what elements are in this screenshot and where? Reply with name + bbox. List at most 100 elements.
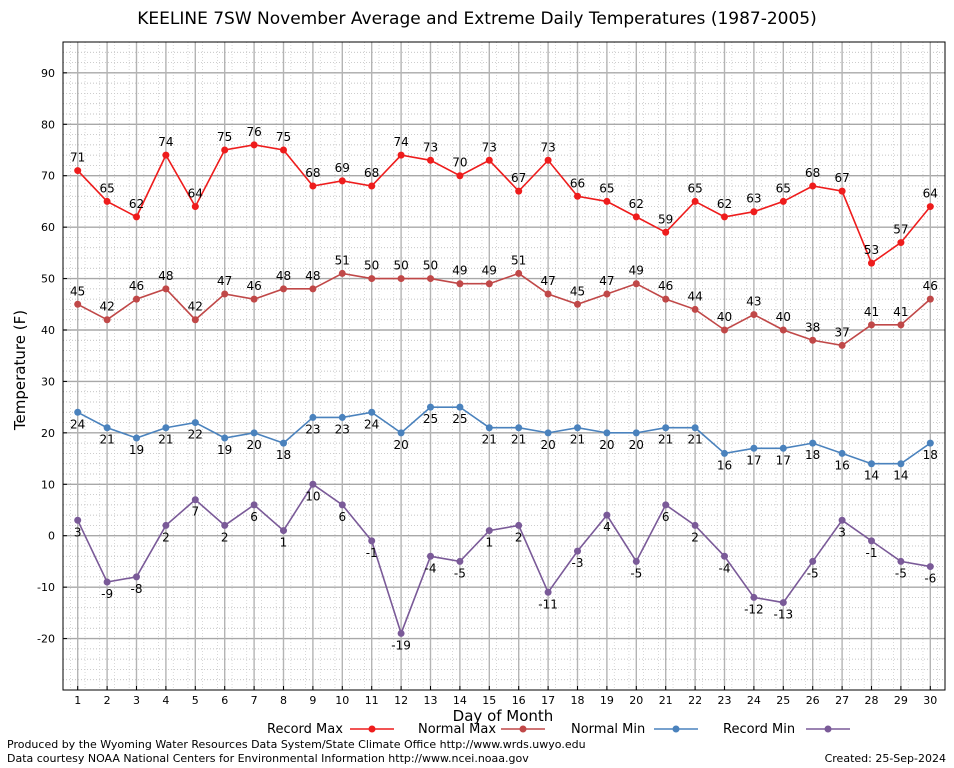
normal-min-point: [515, 424, 523, 432]
normal-min-data-label: 19: [129, 443, 144, 457]
normal-min-point: [456, 403, 464, 411]
normal-min-data-label: 20: [246, 438, 261, 452]
normal-max-point: [103, 316, 111, 324]
normal-max-data-label: 45: [70, 284, 85, 298]
normal-max-data-label: 47: [540, 274, 555, 288]
normal-max-data-label: 48: [305, 269, 320, 283]
normal-max-point: [133, 295, 140, 303]
normal-max-line: [77, 272, 931, 347]
normal-min-point: [691, 424, 699, 432]
normal-min-data-label: 25: [452, 412, 467, 426]
record-max-point: [397, 151, 405, 159]
normal-max-point: [427, 275, 434, 283]
y-tick-label: -10: [37, 581, 55, 594]
record-max-point: [779, 197, 787, 205]
record-min-point: [191, 496, 199, 504]
record-min-point: [750, 593, 758, 601]
record-min-data-label: -5: [630, 566, 642, 580]
record-max-data-label: 62: [717, 197, 732, 211]
x-tick-label: 5: [192, 694, 199, 707]
record-min-data-label: -6: [924, 572, 936, 586]
record-min-data-label: 6: [662, 510, 670, 524]
record-max-point: [485, 156, 493, 164]
normal-min-point: [162, 424, 170, 432]
record-min-point: [721, 552, 728, 560]
record-min-data-label: 3: [838, 525, 846, 539]
plot-frame: [62, 41, 946, 691]
normal-max-data-label: 46: [658, 279, 673, 293]
normal-max-point: [779, 326, 787, 334]
x-tick-label: 23: [718, 694, 732, 707]
record-max-data-label: 65: [776, 181, 791, 195]
record-min-data-label: 7: [191, 505, 199, 519]
normal-max-data-label: 44: [687, 289, 702, 303]
record-max-point: [868, 259, 875, 267]
x-tick-label: 19: [600, 694, 614, 707]
record-max-data-label: 67: [511, 171, 526, 185]
record-min-data-label: -4: [425, 561, 437, 575]
record-min-data-label: -8: [131, 582, 143, 596]
record-min-data-label: -4: [719, 561, 731, 575]
normal-min-point: [662, 424, 670, 432]
x-tick-label: 15: [482, 694, 496, 707]
record-min-point: [515, 521, 523, 529]
normal-max-data-label: 41: [893, 305, 908, 319]
record-max-data-label: 68: [364, 166, 379, 180]
normal-min-data-label: 21: [482, 433, 497, 447]
record-min-point: [662, 501, 670, 509]
record-min-data-label: 3: [74, 525, 82, 539]
normal-min-point: [191, 419, 199, 427]
normal-min-data-label: 22: [188, 428, 203, 442]
legend-label-record-max: Record Max: [267, 722, 343, 737]
normal-max-data-label: 49: [482, 264, 497, 278]
record-max-data-label: 75: [276, 130, 291, 144]
record-min-point: [485, 527, 493, 535]
normal-min-data-label: 24: [70, 417, 85, 431]
record-max-data-label: 64: [923, 187, 938, 201]
x-tick-label: 29: [894, 694, 908, 707]
normal-max-data-label: 51: [335, 253, 350, 267]
record-min-point: [368, 537, 376, 545]
record-min-point: [809, 557, 817, 565]
normal-max-point: [662, 295, 670, 303]
normal-max-data-label: 38: [805, 320, 820, 334]
legend-marker-normal-min: [672, 725, 680, 733]
normal-min-data-label: 16: [834, 458, 849, 472]
record-min-point: [926, 563, 934, 571]
normal-max-data-label: 51: [511, 253, 526, 267]
normal-max-data-label: 50: [423, 259, 438, 273]
normal-max-point: [368, 275, 376, 283]
record-min-point: [133, 573, 140, 581]
normal-min-data-label: 16: [717, 458, 732, 472]
record-max-point: [721, 213, 728, 221]
normal-min-point: [338, 413, 346, 421]
x-tick-label: 27: [835, 694, 849, 707]
normal-max-point: [397, 275, 405, 283]
normal-max-point: [221, 290, 229, 298]
normal-min-point: [280, 439, 287, 447]
y-tick-label: -20: [37, 633, 55, 646]
record-max-data-label: 70: [452, 156, 467, 170]
record-max-data-label: 65: [687, 181, 702, 195]
record-min-point: [691, 521, 699, 529]
record-max-point: [750, 208, 758, 216]
normal-max-point: [632, 280, 640, 288]
record-min-data-label: -11: [538, 597, 558, 611]
record-min-point: [162, 521, 170, 529]
y-tick-label: 50: [41, 273, 55, 286]
record-min-point: [103, 578, 111, 586]
record-min-point: [838, 516, 846, 524]
legend-marker-record-max: [368, 725, 376, 733]
normal-min-point: [74, 408, 82, 416]
y-tick-label: 10: [41, 478, 55, 491]
record-max-data-label: 64: [188, 187, 203, 201]
x-tick-label: 7: [251, 694, 258, 707]
normal-max-data-label: 46: [129, 279, 144, 293]
normal-min-point: [397, 429, 405, 437]
record-max-point: [368, 182, 376, 190]
normal-max-data-label: 48: [276, 269, 291, 283]
normal-min-data-label: 21: [658, 433, 673, 447]
record-min-point: [868, 537, 875, 545]
normal-max-data-label: 40: [776, 310, 791, 324]
